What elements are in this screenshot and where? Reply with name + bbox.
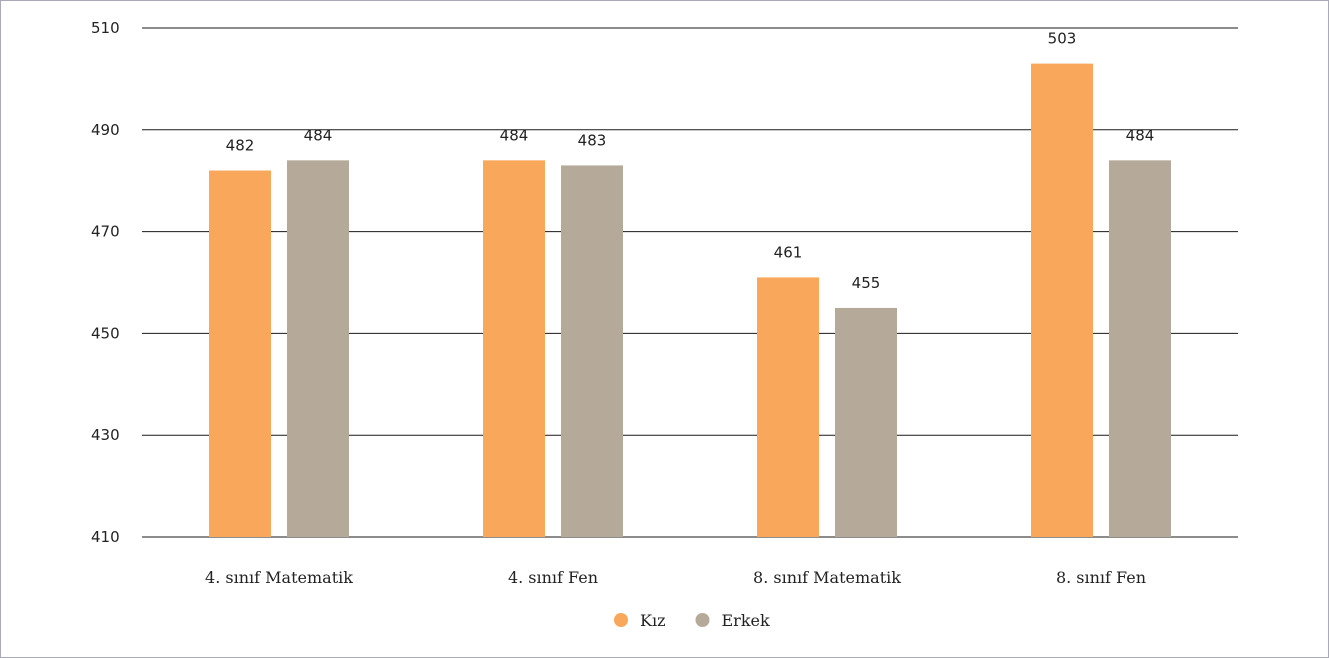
y-tick-label: 450: [91, 324, 120, 342]
bar-erkek: [1109, 160, 1171, 537]
data-label: 503: [1048, 30, 1077, 48]
y-tick-label: 410: [91, 528, 120, 546]
x-tick-label: 4. sınıf Fen: [508, 568, 598, 587]
data-label: 484: [304, 126, 333, 144]
data-label: 461: [774, 243, 803, 261]
x-tick-label: 4. sınıf Matematik: [205, 568, 353, 587]
bar-kiz: [757, 277, 819, 537]
bar-kiz: [483, 160, 545, 537]
data-label: 455: [852, 274, 881, 292]
y-axis-ticks: 410 430 450 470 490 510: [91, 19, 120, 546]
y-tick-label: 510: [91, 19, 120, 37]
bars: [209, 63, 1171, 537]
y-tick-label: 490: [91, 121, 120, 139]
bar-erkek: [561, 165, 623, 537]
legend-marker-erkek: [695, 613, 710, 627]
data-label: 484: [1126, 126, 1155, 144]
bar-kiz: [1031, 63, 1093, 537]
data-label: 484: [500, 126, 529, 144]
x-tick-label: 8. sınıf Matematik: [753, 568, 901, 587]
legend-label-erkek: Erkek: [722, 611, 770, 630]
x-tick-label: 8. sınıf Fen: [1056, 568, 1146, 587]
legend: Kız Erkek: [614, 611, 770, 630]
x-axis-ticks: 4. sınıf Matematik 4. sınıf Fen 8. sınıf M…: [205, 568, 1146, 587]
bar-erkek: [287, 160, 349, 537]
data-labels: 482 484 484 483 461 455 503 484: [226, 30, 1155, 292]
legend-marker-kiz: [614, 613, 628, 627]
y-tick-label: 430: [91, 426, 120, 444]
data-label: 483: [578, 131, 607, 149]
legend-label-kiz: Kız: [640, 611, 666, 630]
bar-erkek: [835, 307, 897, 537]
bar-kiz: [209, 170, 271, 537]
data-label: 482: [226, 137, 255, 155]
y-tick-label: 470: [91, 223, 120, 241]
